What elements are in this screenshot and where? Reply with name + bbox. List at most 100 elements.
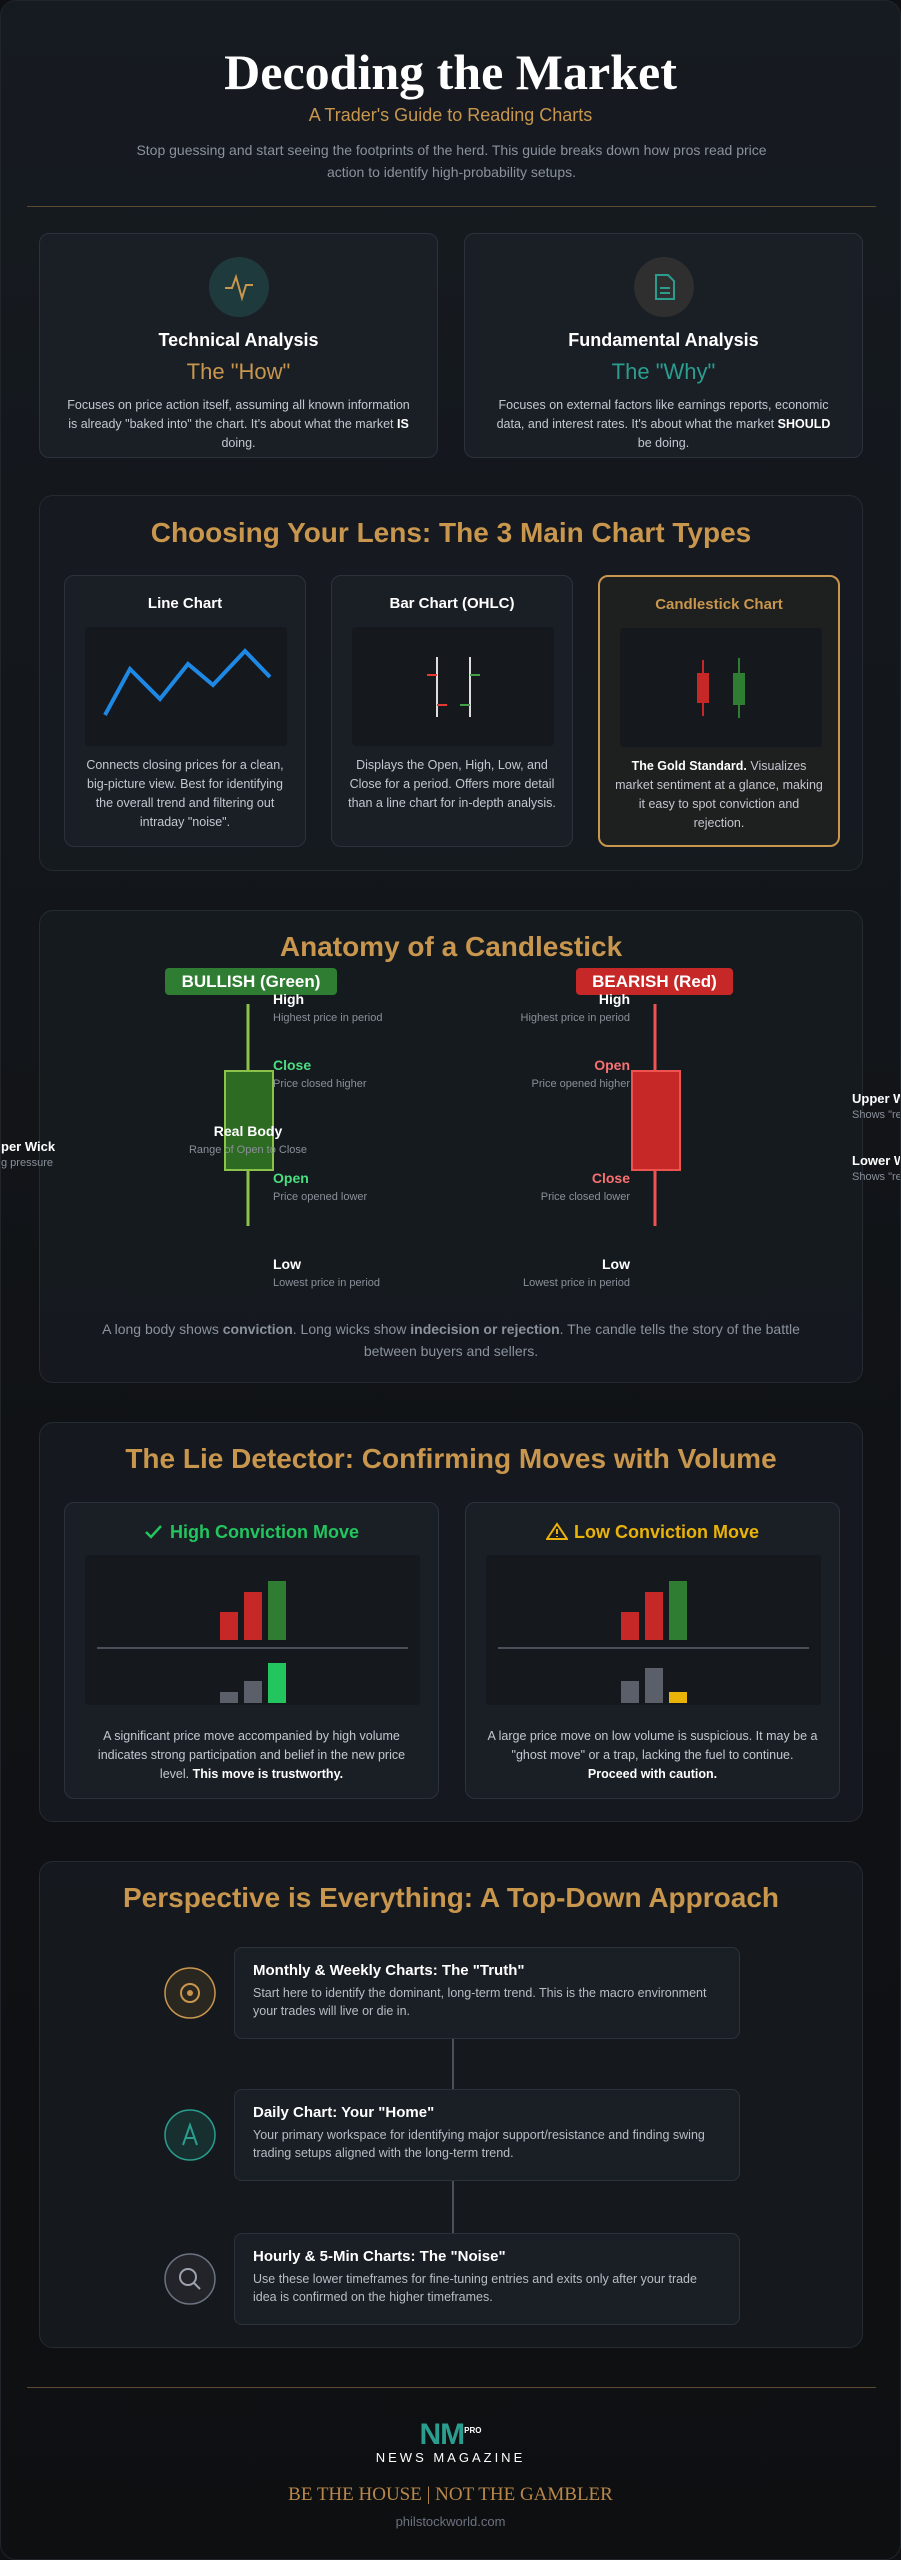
icon bbox=[209, 257, 269, 317]
note-name: Lower W bbox=[852, 1153, 901, 1168]
label-desc: Range of Open to Close bbox=[188, 1144, 308, 1156]
strong-text: This move is trustworthy. bbox=[192, 1767, 344, 1781]
logo-badge: PRO bbox=[464, 2426, 482, 2435]
strong-text: SHOULD bbox=[777, 417, 831, 431]
title: Decoding the Market bbox=[224, 44, 677, 100]
strong-text: indecision or rejection bbox=[410, 1321, 560, 1337]
approach-card: Fundamental Analysis The "Why" Focuses o… bbox=[464, 233, 863, 458]
subtitle: A Trader's Guide to Reading Charts bbox=[308, 105, 593, 125]
chart-card: Bar Chart (OHLC) Displays the Open, High… bbox=[331, 575, 573, 847]
side-note: per Wick g pressure bbox=[1, 1139, 55, 1169]
intro: Stop guessing and start seeing the footp… bbox=[136, 142, 767, 180]
volume-illustration bbox=[85, 1555, 420, 1705]
note-name: Upper W bbox=[852, 1091, 901, 1106]
chart-card: Line Chart Connects closing prices for a… bbox=[64, 575, 306, 847]
text: A significant price move accompanied by … bbox=[97, 1729, 406, 1781]
label-desc: Lowest price in period bbox=[273, 1277, 381, 1289]
icon bbox=[164, 2253, 216, 2305]
card-title: Technical Analysis bbox=[158, 330, 319, 350]
text: . Long wicks show bbox=[292, 1321, 411, 1337]
text: be doing. bbox=[637, 436, 690, 450]
card-title: Low Conviction Move bbox=[466, 1522, 839, 1543]
text: Connects closing prices for a clean, big… bbox=[86, 758, 284, 829]
label-name: Close bbox=[591, 1170, 630, 1186]
side-note: Upper W Shows "rej bbox=[852, 1091, 901, 1121]
item-text: Start here to identify the dominant, lon… bbox=[253, 1986, 707, 2018]
strong-text: The Gold Standard. bbox=[631, 759, 747, 773]
label-name: Low bbox=[273, 1256, 301, 1272]
icon bbox=[634, 257, 694, 317]
note-name: per Wick bbox=[1, 1139, 56, 1154]
text: A large price move on low volume is susp… bbox=[487, 1729, 818, 1762]
icon bbox=[164, 1967, 216, 2019]
icon bbox=[164, 2109, 216, 2161]
card-subtitle: The "Why" bbox=[611, 359, 716, 384]
line-illustration bbox=[85, 627, 287, 746]
label-desc: Highest price in period bbox=[520, 1012, 630, 1024]
section-title: The Lie Detector: Confirming Moves with … bbox=[125, 1443, 777, 1474]
chart-card: Candlestick Chart The Gold Standard. Vis… bbox=[598, 575, 840, 847]
check-icon bbox=[145, 1525, 162, 1539]
card-title: Line Chart bbox=[147, 595, 223, 612]
label-desc: Highest price in period bbox=[273, 1012, 383, 1024]
label: Real Body Range of Open to Close bbox=[148, 1123, 348, 1156]
label: High Highest price in period bbox=[273, 991, 382, 1024]
volume-illustration bbox=[486, 1555, 821, 1705]
bullish-badge: BULLISH (Green) bbox=[165, 968, 337, 995]
section-title: Choosing Your Lens: The 3 Main Chart Typ… bbox=[150, 517, 752, 548]
label: Close Price closed lower bbox=[541, 1170, 630, 1203]
card-text: A large price move on low volume is susp… bbox=[486, 1727, 819, 1784]
label-desc: Price opened higher bbox=[531, 1078, 630, 1090]
candle-diagram bbox=[224, 1004, 681, 1226]
divider bbox=[27, 206, 876, 207]
text: . The candle tells the story of the batt… bbox=[363, 1321, 800, 1359]
card-title-text: High Conviction Move bbox=[170, 1522, 359, 1542]
bearish-badge: BEARISH (Red) bbox=[576, 968, 733, 995]
card-title: Bar Chart (OHLC) bbox=[389, 595, 515, 612]
label: Open Price opened lower bbox=[273, 1170, 367, 1203]
card-text: Displays the Open, High, Low, and Close … bbox=[346, 756, 558, 813]
timeframe-card: Monthly & Weekly Charts: The "Truth" Star… bbox=[234, 1947, 740, 2039]
label-desc: Price closed lower bbox=[540, 1191, 630, 1203]
label-name: Real Body bbox=[213, 1123, 283, 1139]
card-subtitle: The "How" bbox=[186, 359, 291, 384]
item-text: Your primary workspace for identifying m… bbox=[253, 2128, 705, 2160]
brand: NEWS MAGAZINE bbox=[375, 2450, 526, 2465]
label-name: Low bbox=[602, 1256, 630, 1272]
label-desc: Price closed higher bbox=[273, 1078, 367, 1090]
ohlc-illustration bbox=[352, 627, 554, 746]
strong-text: Proceed with caution. bbox=[587, 1767, 718, 1781]
section-title: Anatomy of a Candlestick bbox=[279, 931, 623, 962]
summary: A long body shows conviction. Long wicks… bbox=[100, 1318, 802, 1362]
card-title: Candlestick Chart bbox=[655, 596, 783, 613]
note-desc: Shows "rej bbox=[852, 1109, 901, 1121]
label: Close Price closed higher bbox=[273, 1057, 367, 1090]
text: A long body shows bbox=[102, 1321, 223, 1337]
label-name: High bbox=[598, 991, 630, 1007]
candle-illustration bbox=[620, 628, 822, 747]
text: Focuses on external factors like earning… bbox=[496, 398, 829, 431]
card-title: High Conviction Move bbox=[65, 1522, 438, 1543]
label-name: Close bbox=[273, 1057, 312, 1073]
card-text: The Gold Standard. Visualizes market sen… bbox=[614, 757, 824, 833]
warning-icon bbox=[545, 1522, 569, 1540]
label-name: Open bbox=[594, 1057, 630, 1073]
text: Visualizes market sentiment at a glance,… bbox=[615, 759, 823, 830]
text: Focuses on price action itself, assuming… bbox=[67, 398, 410, 431]
connector bbox=[452, 2181, 454, 2233]
timeframe-card: Daily Chart: Your "Home" Your primary wor… bbox=[234, 2089, 740, 2181]
label: High Highest price in period bbox=[521, 991, 630, 1024]
tagline: BE THE HOUSE | NOT THE GAMBLER bbox=[288, 2484, 613, 2505]
label: Low Lowest price in period bbox=[523, 1256, 630, 1289]
label-desc: Price opened lower bbox=[273, 1191, 368, 1203]
card-text: Focuses on external factors like earning… bbox=[490, 396, 837, 453]
text: Displays the Open, High, Low, and Close … bbox=[348, 758, 556, 810]
section-title: Perspective is Everything: A Top-Down Ap… bbox=[122, 1882, 780, 1913]
card-text: Connects closing prices for a clean, big… bbox=[79, 756, 291, 832]
connector bbox=[452, 2039, 454, 2089]
item-title: Monthly & Weekly Charts: The "Truth" bbox=[253, 1962, 525, 1979]
card-title-text: Low Conviction Move bbox=[573, 1522, 759, 1542]
label-name: High bbox=[273, 991, 305, 1007]
card-text: A significant price move accompanied by … bbox=[85, 1727, 418, 1784]
volume-section: The Lie Detector: Confirming Moves with … bbox=[39, 1422, 863, 1822]
